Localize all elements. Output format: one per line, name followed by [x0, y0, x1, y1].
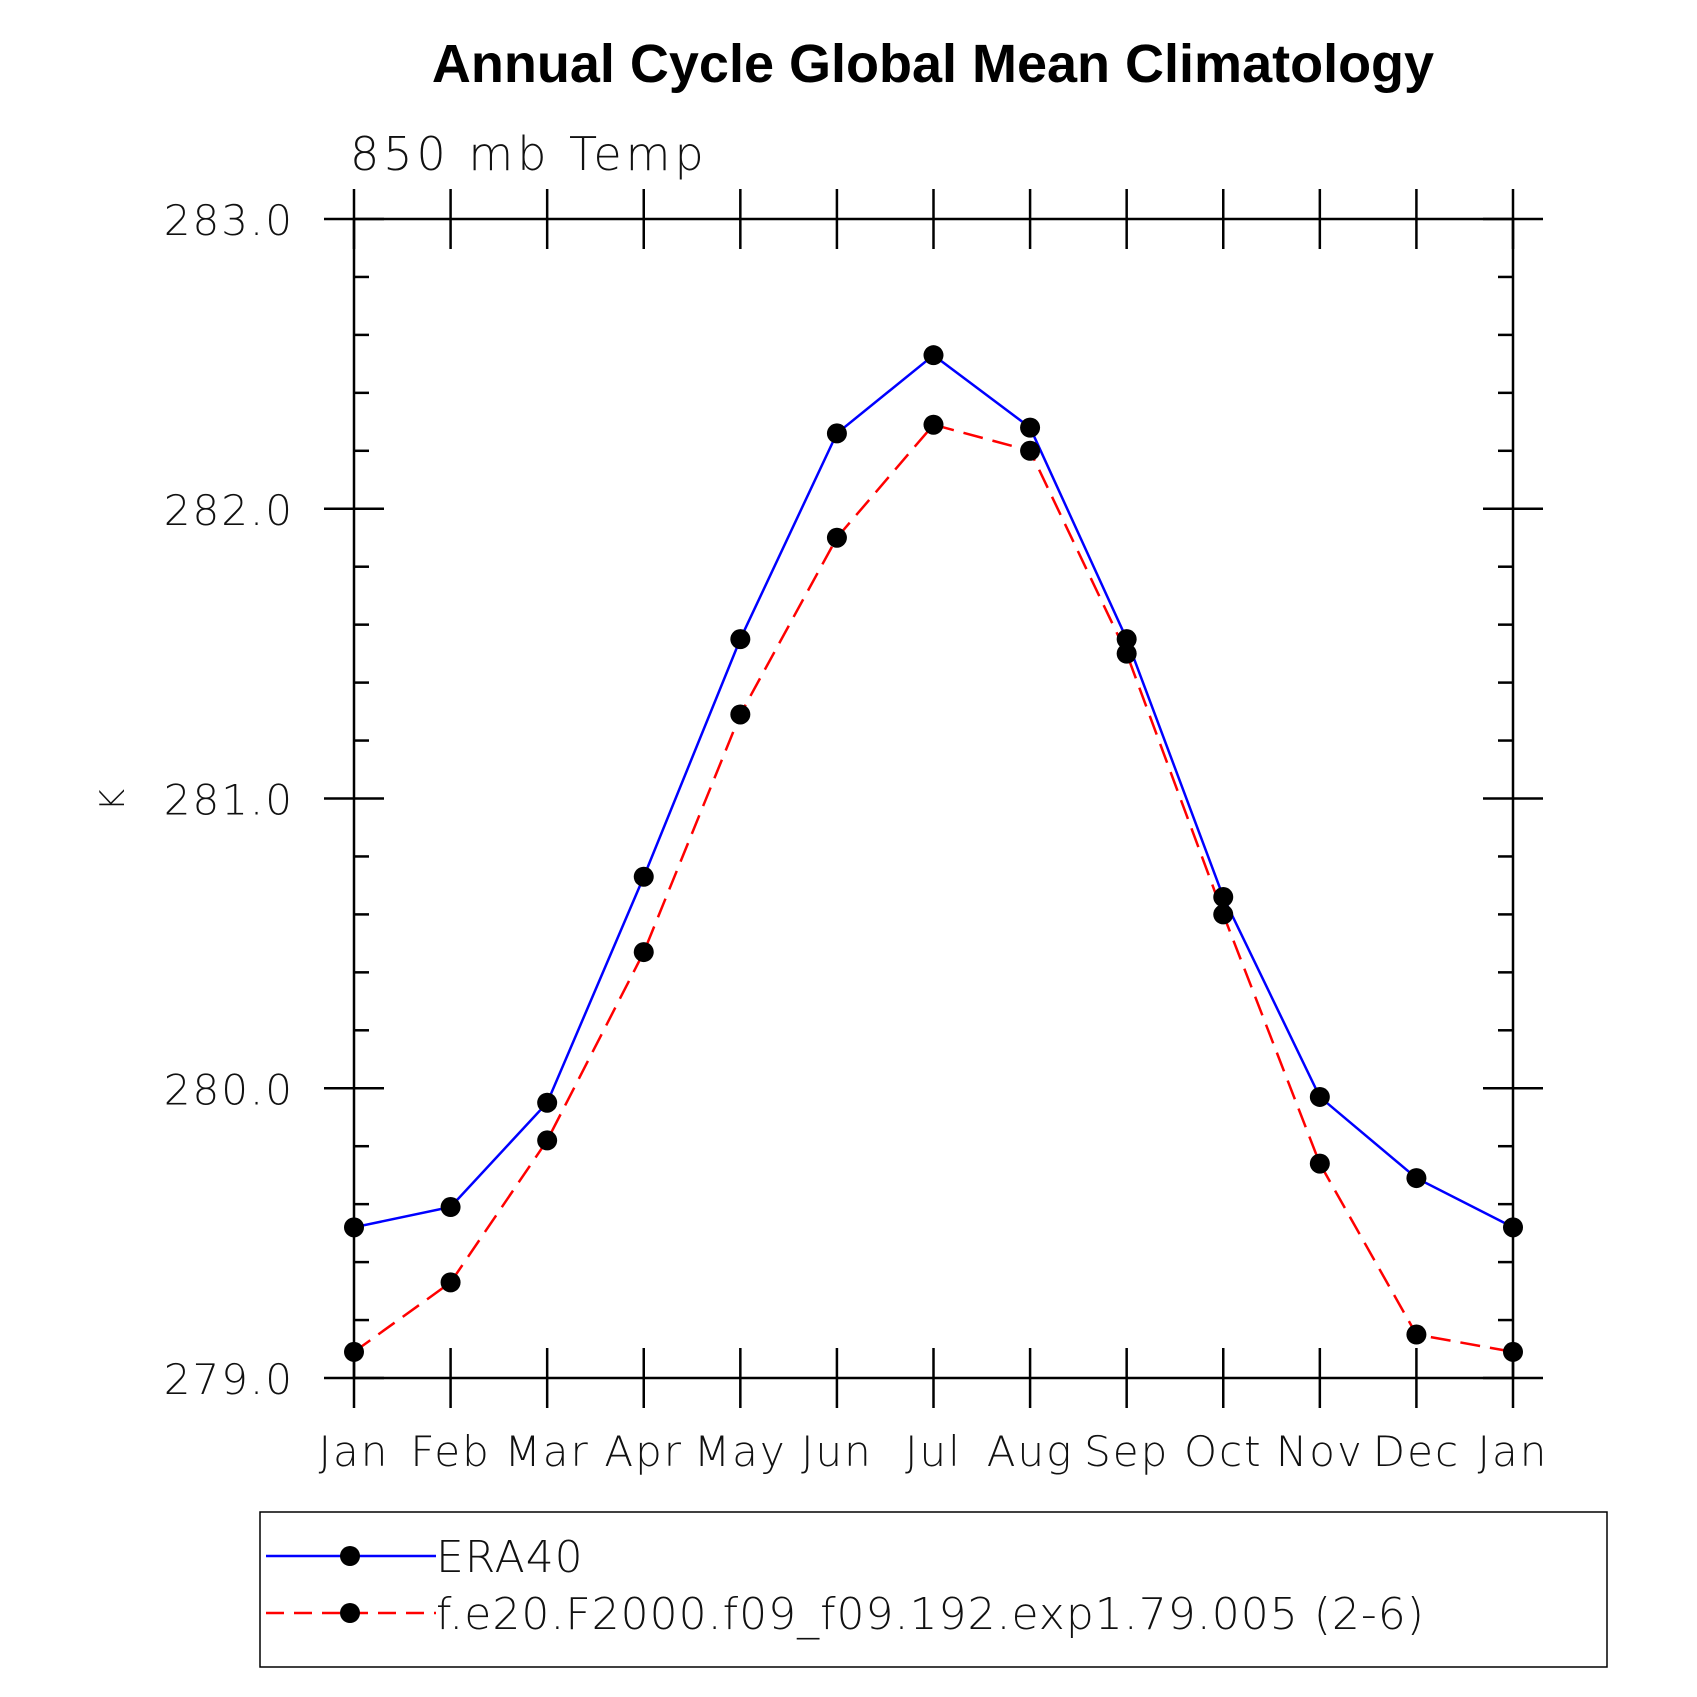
series-0-point	[923, 345, 944, 366]
series-1-point	[1116, 643, 1137, 664]
x-tick-label: Aug	[987, 1427, 1074, 1476]
series-1-point	[923, 414, 944, 435]
series-0-point	[1309, 1086, 1330, 1107]
x-tick-label: Nov	[1276, 1427, 1364, 1476]
series-0-point	[633, 866, 654, 887]
series-1-point	[1309, 1153, 1330, 1174]
series-0-point	[344, 1217, 364, 1238]
series-0-point	[730, 629, 751, 650]
x-tick-label: Jan	[319, 1427, 390, 1476]
x-tick-label: Jul	[905, 1427, 962, 1476]
series-0-point	[537, 1092, 558, 1113]
series-1-point	[1503, 1341, 1523, 1362]
series-0-point	[1116, 629, 1137, 650]
series-1-point	[1406, 1324, 1427, 1345]
axis-ticks	[324, 189, 1543, 1408]
y-axis-label: K	[93, 789, 133, 811]
y-tick-label: 281.0	[164, 776, 294, 825]
legend: ERA40 f.e20.F2000.f09_f09.192.exp1.79.00…	[259, 1511, 1608, 1668]
x-tick-label: Oct	[1184, 1427, 1263, 1476]
y-tick-label: 282.0	[164, 486, 294, 535]
series-0-point	[1406, 1168, 1427, 1189]
x-tick-label: May	[694, 1427, 787, 1476]
series-1-point	[344, 1341, 364, 1362]
x-tick-label: Mar	[505, 1427, 590, 1476]
series-0-point	[440, 1197, 461, 1218]
x-tick-labels: Jan Feb Mar Apr May Jun Jul Aug Sep Oct Nov Dec Jan	[319, 1427, 1549, 1476]
legend-model-marker	[340, 1603, 360, 1623]
x-tick-label: Jun	[801, 1427, 873, 1476]
series-layer	[344, 345, 1523, 1362]
series-1-point	[730, 704, 751, 725]
legend-model-label: f.e20.F2000.f09_f09.192.exp1.79.005 (2-6…	[436, 1589, 1425, 1640]
series-0-point	[1213, 887, 1234, 908]
x-tick-label: Jan	[1478, 1427, 1549, 1476]
series-0-point	[826, 423, 847, 444]
y-tick-label: 283.0	[164, 196, 294, 245]
series-0-point	[1020, 417, 1041, 438]
series-1-point	[1020, 440, 1041, 461]
series-1-point	[633, 942, 654, 963]
series-1-point	[537, 1130, 558, 1151]
plot-frame	[352, 217, 1515, 1380]
series-1-point	[1213, 904, 1234, 925]
y-tick-label: 279.0	[164, 1355, 294, 1404]
legend-box	[259, 1511, 1608, 1668]
y-tick-label: 280.0	[164, 1065, 294, 1114]
y-tick-labels: 279.0 280.0 281.0 282.0 283.0	[164, 196, 294, 1404]
legend-era40-marker	[340, 1546, 360, 1566]
x-tick-label: Feb	[410, 1427, 490, 1476]
series-1-point	[440, 1272, 461, 1293]
series-1-point	[826, 527, 847, 548]
series-0-point	[1503, 1217, 1523, 1238]
chart-subtitle: 850 mb Temp	[350, 127, 708, 181]
chart-title: Annual Cycle Global Mean Climatology	[432, 34, 1434, 94]
x-tick-label: Apr	[604, 1427, 683, 1476]
series-line-0	[353, 353, 1514, 1229]
x-tick-label: Dec	[1373, 1427, 1460, 1476]
series-line-1	[353, 423, 1514, 1354]
legend-era40-label: ERA40	[436, 1532, 584, 1583]
x-tick-label: Sep	[1084, 1427, 1169, 1476]
